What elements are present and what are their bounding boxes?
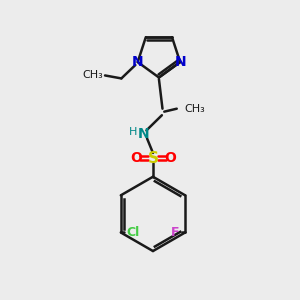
Text: S: S xyxy=(148,151,158,166)
Text: N: N xyxy=(132,55,143,69)
Text: N: N xyxy=(174,55,186,69)
Text: Cl: Cl xyxy=(126,226,140,239)
Text: CH₃: CH₃ xyxy=(184,104,205,114)
Text: CH₃: CH₃ xyxy=(82,70,103,80)
Text: N: N xyxy=(138,127,150,141)
Text: O: O xyxy=(130,151,142,165)
Text: O: O xyxy=(164,151,176,165)
Text: H: H xyxy=(129,128,137,137)
Text: F: F xyxy=(171,226,180,239)
